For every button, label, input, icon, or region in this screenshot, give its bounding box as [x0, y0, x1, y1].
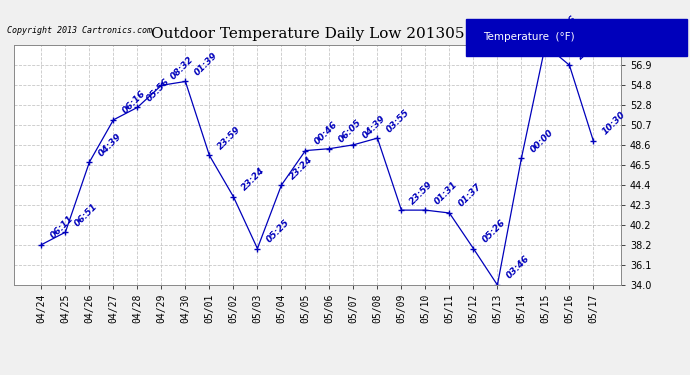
- Text: 05:56: 05:56: [144, 76, 171, 103]
- Text: Temperature  (°F): Temperature (°F): [483, 32, 575, 42]
- Text: 06:05: 06:05: [336, 118, 363, 144]
- Text: 06:11: 06:11: [48, 214, 75, 240]
- Text: 03:55: 03:55: [384, 107, 411, 134]
- Text: 23:59: 23:59: [408, 179, 435, 206]
- Text: 03:46: 03:46: [504, 254, 531, 281]
- Text: 01:39: 01:39: [193, 51, 219, 77]
- Text: 10:30: 10:30: [600, 110, 627, 137]
- Text: 04:39: 04:39: [97, 131, 123, 158]
- Text: 00:46: 00:46: [313, 120, 339, 146]
- Text: 06:16: 06:16: [120, 89, 147, 116]
- Text: 06:51: 06:51: [72, 201, 99, 228]
- Title: Outdoor Temperature Daily Low 20130518: Outdoor Temperature Daily Low 20130518: [151, 27, 484, 41]
- Text: 23:24: 23:24: [240, 166, 267, 192]
- Text: 23:56: 23:56: [552, 14, 579, 41]
- Text: 05:25: 05:25: [264, 218, 291, 244]
- Text: 01:31: 01:31: [433, 179, 459, 206]
- Text: 23:24: 23:24: [288, 154, 315, 181]
- Text: Copyright 2013 Cartronics.com: Copyright 2013 Cartronics.com: [7, 26, 152, 35]
- Text: 00:00: 00:00: [529, 128, 555, 154]
- Text: 23:56: 23:56: [576, 34, 603, 61]
- Text: 08:32: 08:32: [168, 54, 195, 81]
- Text: 23:59: 23:59: [217, 124, 243, 151]
- Text: 05:26: 05:26: [480, 218, 507, 244]
- Text: 01:37: 01:37: [456, 182, 483, 209]
- Text: 04:39: 04:39: [360, 114, 387, 141]
